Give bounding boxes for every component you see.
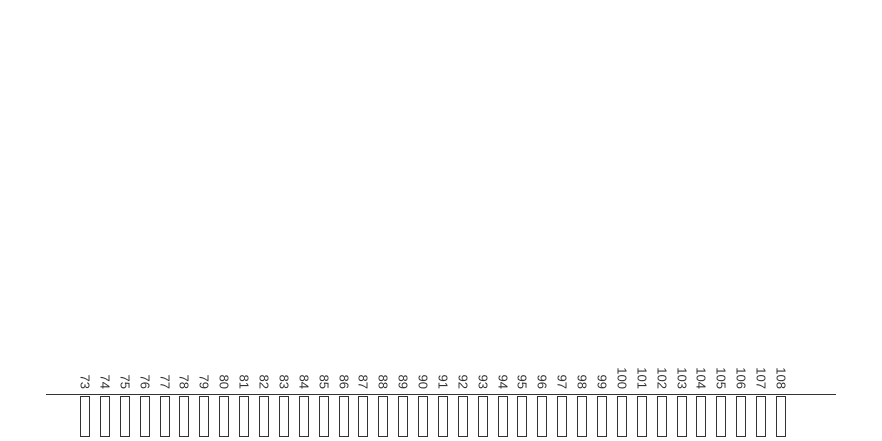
- key-number-label: 101: [634, 367, 650, 389]
- key-87: [358, 396, 368, 437]
- key-number-label: 79: [196, 374, 212, 389]
- key-96: [537, 396, 547, 437]
- key-104: [696, 396, 706, 437]
- key-number-label: 80: [216, 374, 232, 389]
- key-90: [418, 396, 428, 437]
- key-89: [398, 396, 408, 437]
- key-78: [179, 396, 189, 437]
- key-74: [100, 396, 110, 437]
- key-102: [657, 396, 667, 437]
- key-95: [517, 396, 527, 437]
- key-number-label: 84: [296, 374, 312, 389]
- key-number-label: 87: [355, 374, 371, 389]
- key-94: [498, 396, 508, 437]
- key-number-label: 81: [236, 374, 252, 389]
- key-number-label: 73: [77, 374, 93, 389]
- key-86: [339, 396, 349, 437]
- key-99: [597, 396, 607, 437]
- key-84: [299, 396, 309, 437]
- key-number-label: 85: [316, 374, 332, 389]
- key-number-label: 107: [753, 367, 769, 389]
- key-85: [319, 396, 329, 437]
- key-82: [259, 396, 269, 437]
- key-91: [438, 396, 448, 437]
- key-number-label: 90: [415, 374, 431, 389]
- key-number-label: 78: [176, 374, 192, 389]
- key-106: [736, 396, 746, 437]
- key-number-label: 75: [117, 374, 133, 389]
- key-number-label: 94: [495, 374, 511, 389]
- key-101: [637, 396, 647, 437]
- key-number-label: 97: [554, 374, 570, 389]
- key-number-label: 86: [336, 374, 352, 389]
- key-number-label: 103: [674, 367, 690, 389]
- key-number-label: 104: [693, 367, 709, 389]
- key-98: [577, 396, 587, 437]
- key-73: [80, 396, 90, 437]
- key-108: [776, 396, 786, 437]
- key-number-label: 105: [713, 367, 729, 389]
- key-number-label: 100: [614, 367, 630, 389]
- key-107: [756, 396, 766, 437]
- key-105: [716, 396, 726, 437]
- key-number-label: 93: [475, 374, 491, 389]
- key-number-label: 108: [773, 367, 789, 389]
- baseline: [46, 394, 836, 395]
- key-79: [199, 396, 209, 437]
- key-number-label: 76: [137, 374, 153, 389]
- key-number-label: 91: [435, 374, 451, 389]
- key-number-label: 74: [97, 374, 113, 389]
- key-number-label: 99: [594, 374, 610, 389]
- key-93: [478, 396, 488, 437]
- key-number-label: 92: [455, 374, 471, 389]
- key-number-label: 96: [534, 374, 550, 389]
- key-number-label: 83: [276, 374, 292, 389]
- key-number-label: 88: [375, 374, 391, 389]
- key-number-label: 77: [157, 374, 173, 389]
- key-83: [279, 396, 289, 437]
- key-103: [677, 396, 687, 437]
- key-92: [458, 396, 468, 437]
- key-number-label: 98: [574, 374, 590, 389]
- key-80: [219, 396, 229, 437]
- key-number-label: 89: [395, 374, 411, 389]
- key-81: [239, 396, 249, 437]
- key-88: [378, 396, 388, 437]
- key-number-label: 95: [514, 374, 530, 389]
- key-100: [617, 396, 627, 437]
- key-97: [557, 396, 567, 437]
- key-number-label: 106: [733, 367, 749, 389]
- key-number-label: 102: [654, 367, 670, 389]
- key-77: [160, 396, 170, 437]
- key-75: [120, 396, 130, 437]
- key-number-label: 82: [256, 374, 272, 389]
- key-76: [140, 396, 150, 437]
